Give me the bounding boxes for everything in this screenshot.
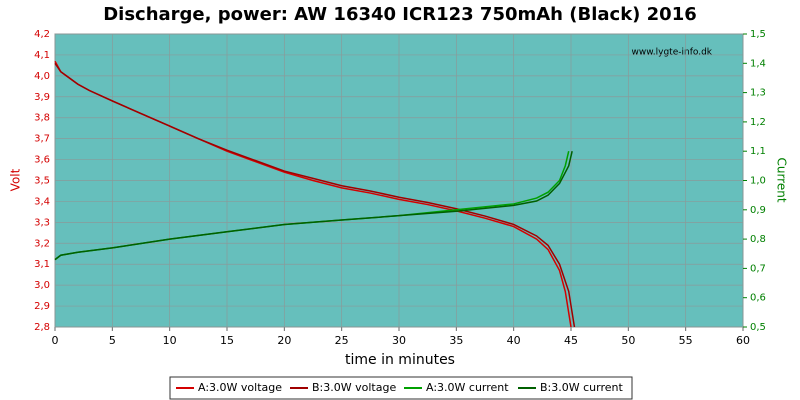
y2-tick-label: 1,0 xyxy=(750,176,766,187)
x-tick-label: 25 xyxy=(335,334,349,347)
x-tick-label: 0 xyxy=(52,334,59,347)
legend-label: B:3.0W voltage xyxy=(312,381,396,394)
y-tick-label: 4,1 xyxy=(34,50,50,61)
y-tick-label: 4,0 xyxy=(34,71,50,82)
x-tick-label: 50 xyxy=(621,334,635,347)
series-line xyxy=(54,151,573,261)
y2-tick-label: 0,5 xyxy=(750,322,766,333)
y-tick-label: 3,2 xyxy=(34,238,50,249)
legend xyxy=(169,376,633,400)
legend-label: B:3.0W current xyxy=(540,381,623,394)
y-tick-label: 3,6 xyxy=(34,155,50,166)
y-tick-label: 4,2 xyxy=(34,29,50,40)
chart-title: Discharge, power: AW 16340 ICR123 750mAh… xyxy=(103,4,697,25)
y-tick-label: 3,8 xyxy=(34,113,50,124)
y-tick-label: 3,0 xyxy=(34,280,50,291)
watermark: www.lygte-info.dk xyxy=(632,48,713,58)
x-tick-label: 45 xyxy=(564,334,578,347)
y-tick-label: 3,4 xyxy=(34,196,50,207)
y-tick-label: 2,8 xyxy=(34,322,50,333)
series-line xyxy=(54,62,576,328)
x-tick-label: 55 xyxy=(679,334,693,347)
y2-tick-label: 0,9 xyxy=(750,205,766,216)
y-tick-label: 3,9 xyxy=(34,92,50,103)
y2-tick-label: 1,4 xyxy=(750,58,766,69)
x-tick-label: 5 xyxy=(109,334,116,347)
x-tick-label: 15 xyxy=(220,334,234,347)
y-tick-label: 3,5 xyxy=(34,176,50,187)
x-tick-label: 30 xyxy=(392,334,406,347)
x-tick-label: 10 xyxy=(163,334,177,347)
legend-label: A:3.0W voltage xyxy=(198,381,282,394)
y-tick-label: 2,9 xyxy=(34,301,50,312)
x-axis-label: time in minutes xyxy=(345,352,455,368)
y-tick-label: 3,7 xyxy=(34,134,50,145)
y-tick-label: 3,1 xyxy=(34,259,50,270)
y2-tick-label: 1,5 xyxy=(750,29,766,40)
x-tick-label: 60 xyxy=(736,334,750,347)
x-tick-label: 20 xyxy=(277,334,291,347)
y2-axis-label: Current xyxy=(775,157,789,202)
y2-tick-label: 1,2 xyxy=(750,117,766,128)
y-axis-label: Volt xyxy=(9,168,23,191)
y2-tick-label: 1,3 xyxy=(750,88,766,99)
x-tick-label: 40 xyxy=(507,334,521,347)
y-tick-label: 3,3 xyxy=(34,217,50,228)
y2-tick-label: 0,6 xyxy=(750,293,766,304)
y2-tick-label: 0,8 xyxy=(750,234,766,245)
y2-tick-label: 1,1 xyxy=(750,146,766,157)
legend-label: A:3.0W current xyxy=(426,381,509,394)
x-tick-label: 35 xyxy=(449,334,463,347)
y2-tick-label: 0,7 xyxy=(750,263,766,274)
